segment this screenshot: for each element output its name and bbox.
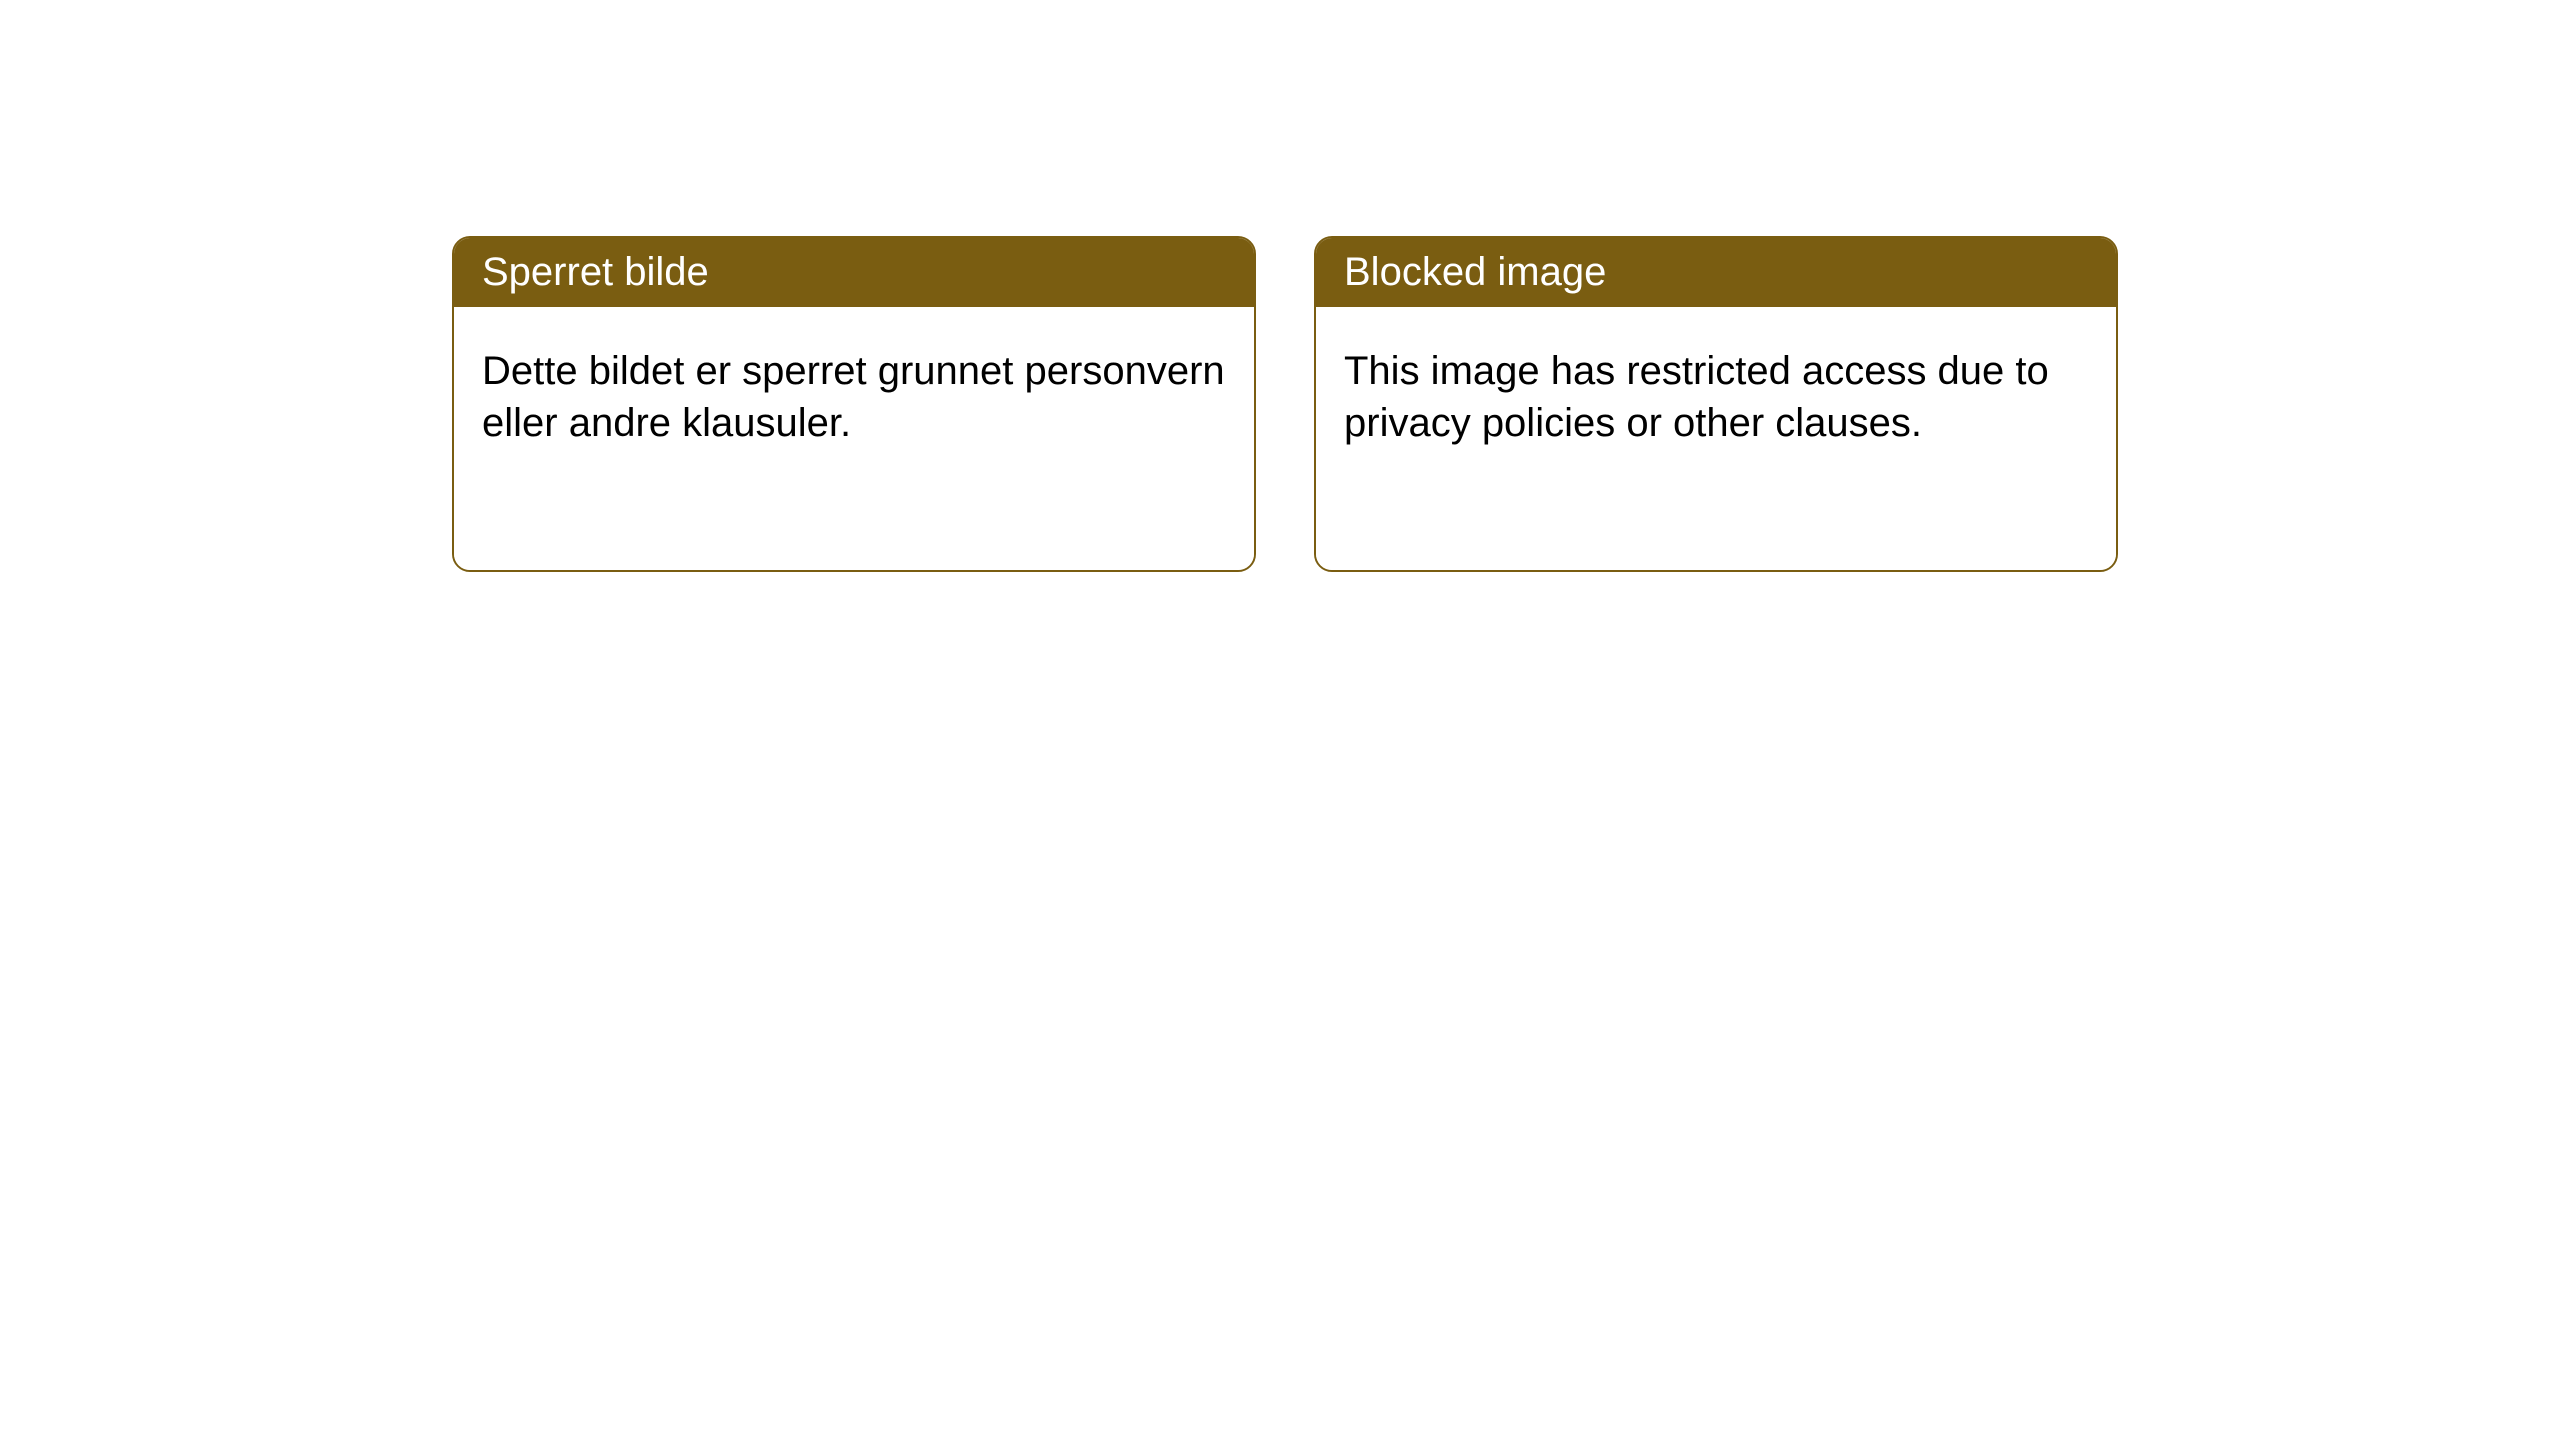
notice-header: Sperret bilde — [454, 238, 1254, 307]
notice-container: Sperret bilde Dette bildet er sperret gr… — [452, 236, 2118, 572]
notice-box-norwegian: Sperret bilde Dette bildet er sperret gr… — [452, 236, 1256, 572]
notice-box-english: Blocked image This image has restricted … — [1314, 236, 2118, 572]
notice-body: This image has restricted access due to … — [1316, 307, 2116, 570]
notice-body: Dette bildet er sperret grunnet personve… — [454, 307, 1254, 570]
notice-header: Blocked image — [1316, 238, 2116, 307]
